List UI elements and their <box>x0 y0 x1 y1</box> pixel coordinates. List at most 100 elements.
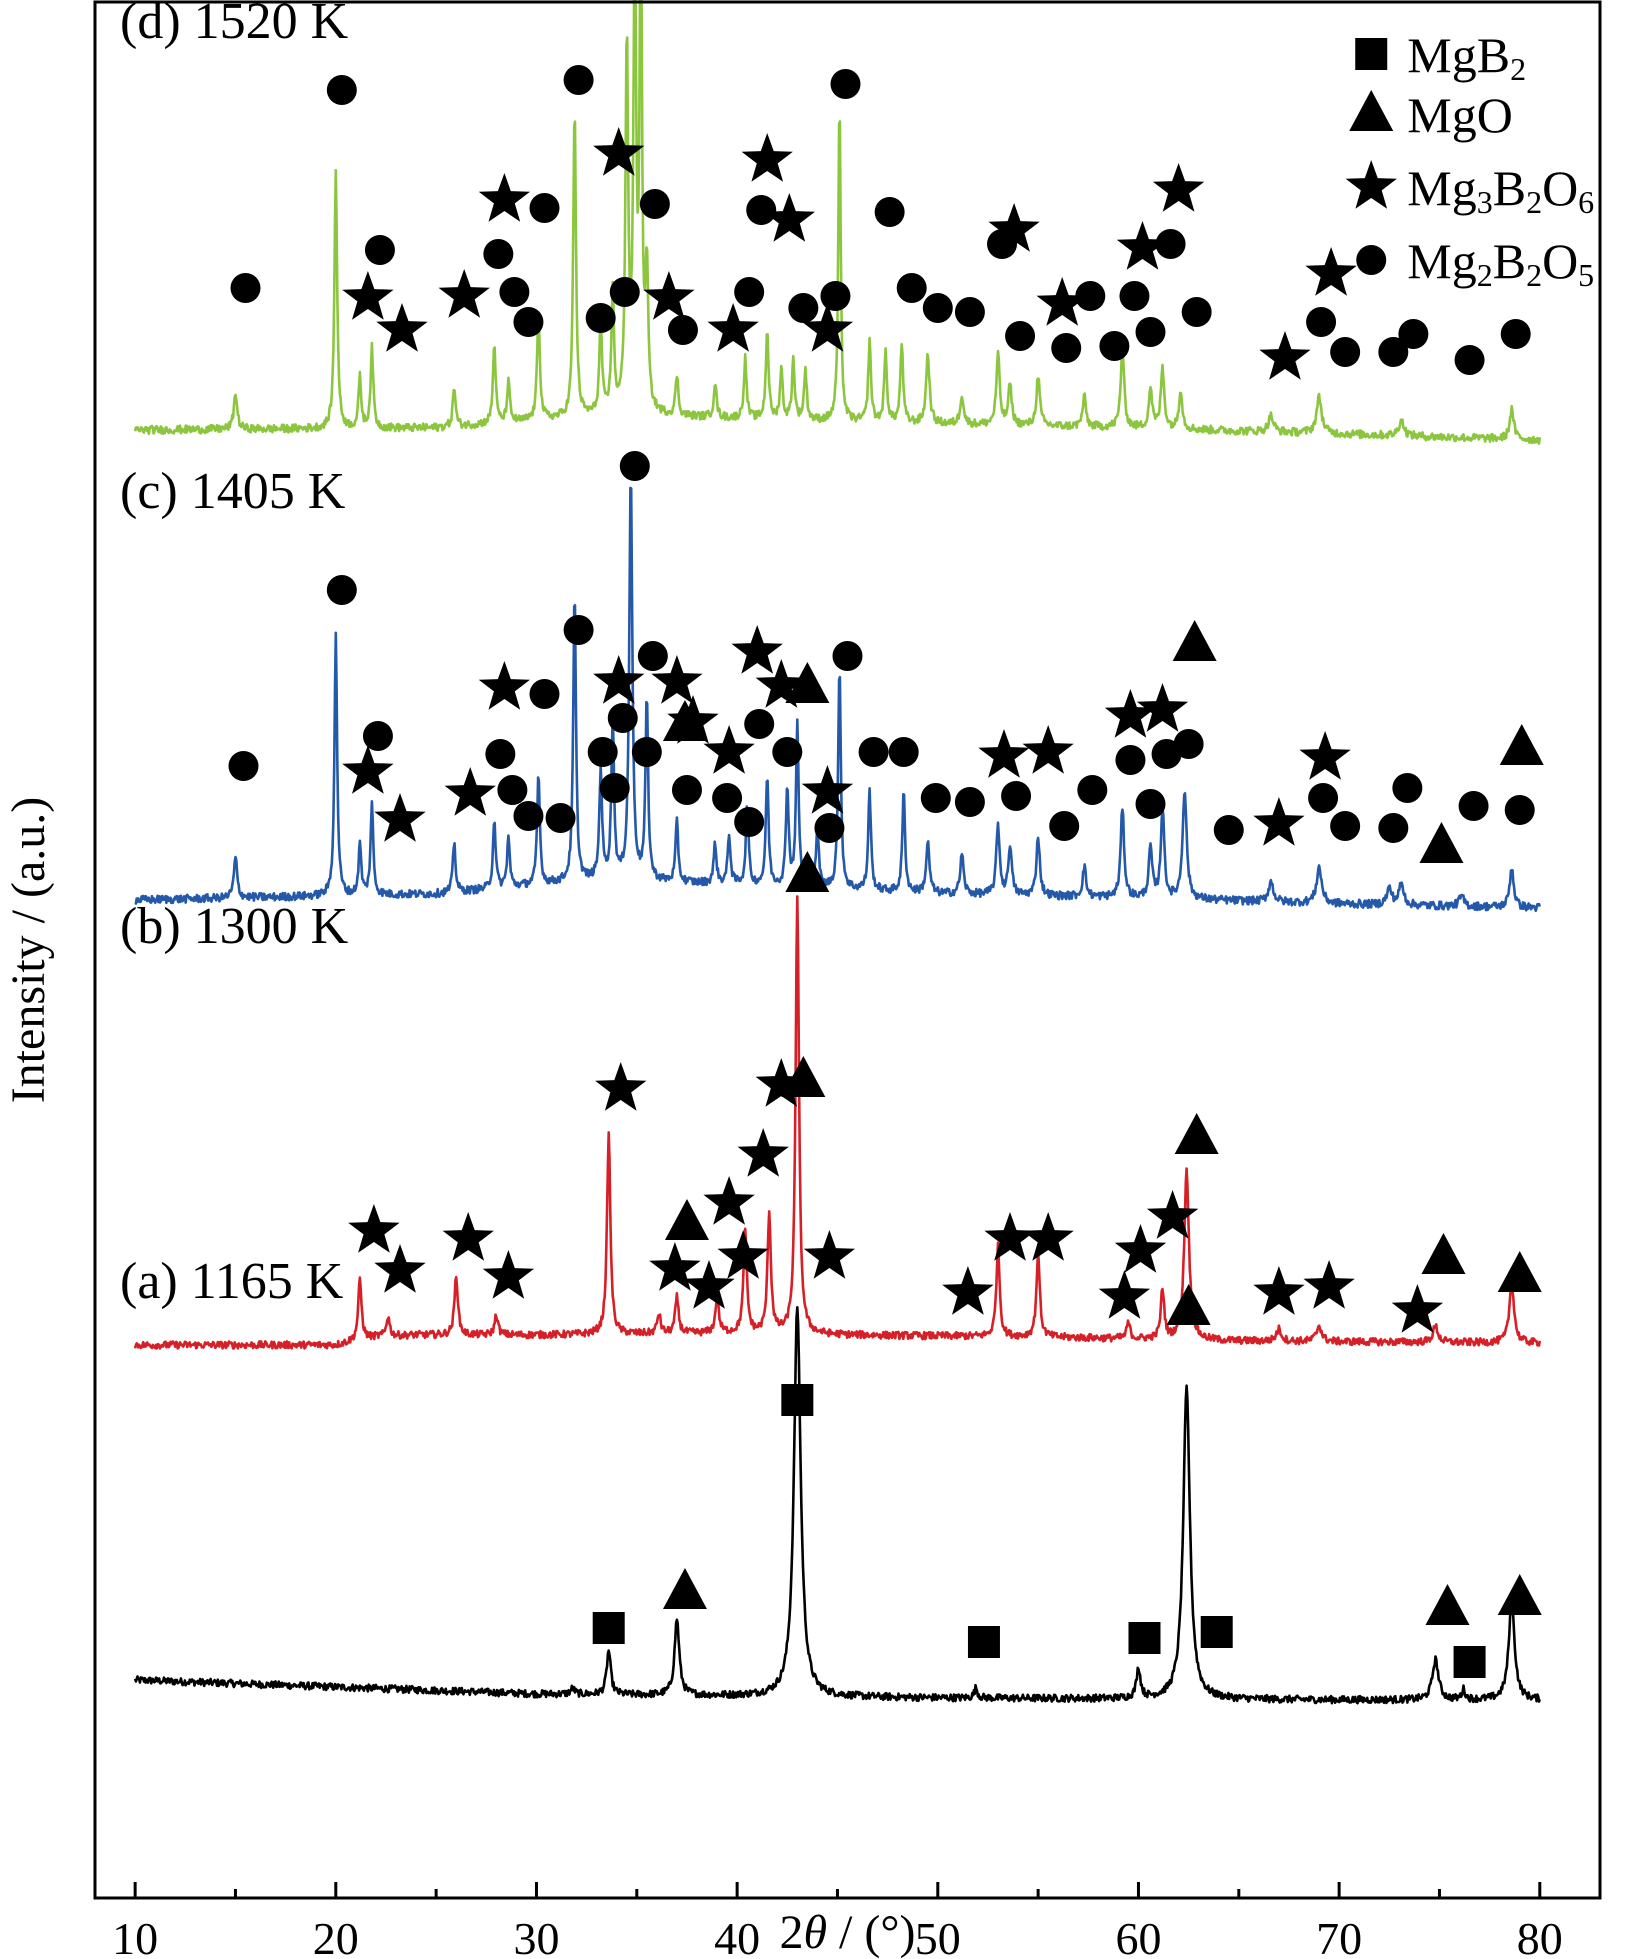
mg2b2o5-circle-marker <box>483 239 514 269</box>
mg2b2o5-circle-marker <box>529 679 560 709</box>
plot-frame <box>93 0 1602 1900</box>
series-line <box>133 1306 1542 1705</box>
mg2b2o5-circle-marker <box>563 615 594 645</box>
mg3b2o6-star-marker <box>763 193 815 242</box>
mg2b2o5-circle-marker <box>563 65 594 95</box>
mg3b2o6-star-marker <box>342 271 394 320</box>
mgb2-square-marker <box>1200 1616 1233 1648</box>
mg3b2o6-star-marker <box>1253 797 1305 846</box>
mg3b2o6-star-marker <box>478 661 530 710</box>
legend-label-MgB2: MgB2 <box>1407 27 1526 87</box>
mg3b2o6-star-marker <box>651 655 703 704</box>
mg2b2o5-circle-marker <box>712 783 743 813</box>
mg2b2o5-circle-marker <box>1458 791 1489 821</box>
x-tick-label: 10 <box>112 1913 158 1959</box>
mg2b2o5-circle-marker <box>746 195 777 225</box>
mg3b2o6-star-marker <box>1299 731 1351 780</box>
mg2b2o5-circle-marker <box>922 293 953 323</box>
mg3b2o6-star-marker <box>717 1230 769 1279</box>
x-tick-label: 70 <box>1316 1913 1362 1959</box>
mg2b2o5-circle-marker <box>820 281 851 311</box>
mg3b2o6-star-marker <box>374 1244 426 1293</box>
mg2b2o5-circle-marker <box>364 235 395 265</box>
series-label: (d) 1520 K <box>120 0 349 50</box>
legend-triangle-icon <box>1349 90 1394 131</box>
mg2b2o5-circle-marker <box>1378 337 1409 367</box>
series-line <box>133 895 1542 1350</box>
mg3b2o6-star-marker <box>348 1204 400 1253</box>
mgo-triangle-marker <box>664 1199 709 1240</box>
legend-label-MgO: MgO <box>1407 87 1513 143</box>
mg2b2o5-circle-marker <box>529 193 560 223</box>
mg3b2o6-star-marker <box>1022 725 1074 774</box>
mg3b2o6-star-marker <box>1303 1260 1355 1309</box>
mg2b2o5-circle-marker <box>585 303 616 333</box>
legend-star-icon <box>1345 160 1397 209</box>
series-label: (b) 1300 K <box>120 898 349 955</box>
mg3b2o6-star-marker <box>438 269 490 318</box>
mg2b2o5-circle-marker <box>832 641 863 671</box>
mg2b2o5-circle-marker <box>587 737 618 767</box>
mg2b2o5-circle-marker <box>1135 789 1166 819</box>
mg2b2o5-circle-marker <box>1181 297 1212 327</box>
x-tick-label: 60 <box>1115 1913 1161 1959</box>
mg3b2o6-star-marker <box>649 1242 701 1291</box>
mgo-triangle-marker <box>1174 1113 1219 1154</box>
mg2b2o5-circle-marker <box>896 273 927 303</box>
mg3b2o6-star-marker <box>478 173 530 222</box>
mg2b2o5-circle-marker <box>744 709 775 739</box>
mg3b2o6-star-marker <box>978 729 1030 778</box>
mg2b2o5-circle-marker <box>1099 331 1130 361</box>
mgo-triangle-marker <box>1419 822 1464 863</box>
mg2b2o5-circle-marker <box>1308 783 1339 813</box>
mg2b2o5-circle-marker <box>814 813 845 843</box>
series-line <box>133 0 1542 445</box>
marker-layer <box>228 65 1544 1678</box>
mg2b2o5-circle-marker <box>230 273 261 303</box>
mg3b2o6-star-marker <box>803 1230 856 1279</box>
mg3b2o6-star-marker <box>1136 683 1189 732</box>
mg2b2o5-circle-marker <box>734 807 765 837</box>
mg3b2o6-star-marker <box>1253 1266 1305 1315</box>
mg3b2o6-star-marker <box>1104 689 1157 738</box>
mg3b2o6-star-marker <box>482 1250 535 1299</box>
mg3b2o6-star-marker <box>595 1062 647 1111</box>
mg2b2o5-circle-marker <box>1330 337 1361 367</box>
mg2b2o5-circle-marker <box>667 315 698 345</box>
mg2b2o5-circle-marker <box>499 277 530 307</box>
mg2b2o5-circle-marker <box>954 787 985 817</box>
mgo-triangle-marker <box>785 662 830 703</box>
mg2b2o5-circle-marker <box>228 751 259 781</box>
x-axis: 10 20 30 40 50 60 70 80 <box>112 1882 1563 1959</box>
mg2b2o5-circle-marker <box>1075 281 1106 311</box>
mg3b2o6-star-marker <box>741 133 793 182</box>
mg2b2o5-circle-marker <box>830 69 861 99</box>
x-tick-label: 80 <box>1517 1913 1563 1959</box>
mg2b2o5-circle-marker <box>734 277 765 307</box>
mgb2-square-marker <box>1453 1646 1486 1678</box>
mg3b2o6-star-marker <box>984 1212 1036 1261</box>
mg2b2o5-circle-marker <box>637 641 668 671</box>
mg3b2o6-star-marker <box>683 1260 735 1309</box>
mg2b2o5-circle-marker <box>1398 319 1429 349</box>
mg2b2o5-circle-marker <box>1500 319 1531 349</box>
mg2b2o5-circle-marker <box>326 575 357 605</box>
x-axis-label: 2θ / (°) <box>779 1906 915 1959</box>
mg2b2o5-circle-marker <box>631 737 662 767</box>
mg2b2o5-circle-marker <box>1051 333 1082 363</box>
mg2b2o5-circle-marker <box>788 293 819 323</box>
legend-circle-icon <box>1356 245 1387 275</box>
mg3b2o6-star-marker <box>703 725 755 774</box>
mg3b2o6-star-marker <box>374 793 426 842</box>
mg3b2o6-star-marker <box>737 1128 789 1177</box>
mg3b2o6-star-marker <box>1146 1190 1199 1239</box>
mg2b2o5-circle-marker <box>1454 345 1485 375</box>
mg3b2o6-star-marker <box>667 695 719 744</box>
mgo-triangle-marker <box>1499 724 1544 765</box>
mg2b2o5-circle-marker <box>326 75 357 105</box>
mg2b2o5-circle-marker <box>545 803 576 833</box>
mg3b2o6-star-marker <box>755 659 807 708</box>
mg2b2o5-circle-marker <box>485 739 516 769</box>
mg2b2o5-circle-marker <box>1173 729 1204 759</box>
